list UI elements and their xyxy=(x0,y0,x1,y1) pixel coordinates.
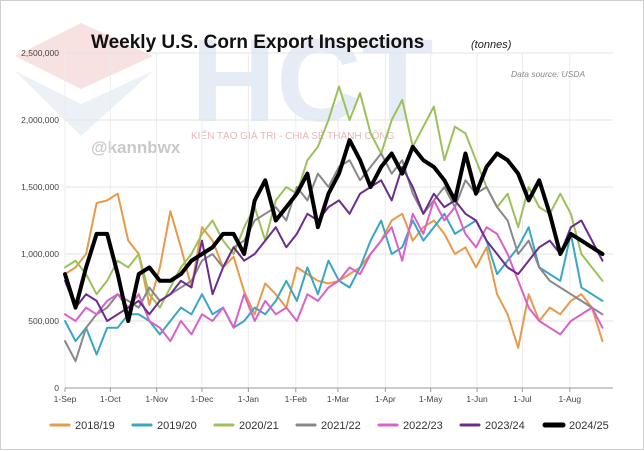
y-tick-label: 2,000,000 xyxy=(21,115,59,125)
legend-label: 2020/21 xyxy=(239,420,279,432)
y-tick-label: 1,500,000 xyxy=(21,182,59,192)
x-tick-label: 1-Jul xyxy=(513,394,532,404)
legend-label: 2021/22 xyxy=(321,420,361,432)
legend-label: 2018/19 xyxy=(75,420,115,432)
x-tick-label: 1-Oct xyxy=(100,394,121,404)
x-tick-label: 1-Dec xyxy=(191,394,214,404)
series-line-2018-19 xyxy=(64,192,604,349)
watermark-letters: HCT xyxy=(191,15,434,147)
x-tick-label: 1-Jan xyxy=(238,394,260,404)
y-tick-label: 1,000,000 xyxy=(21,249,59,259)
x-tick-label: 1-Nov xyxy=(145,394,168,404)
x-tick-label: 1-Feb xyxy=(285,394,307,404)
x-tick-label: 1-Apr xyxy=(375,394,396,404)
legend-label: 2024/25 xyxy=(569,420,609,432)
series-line-2020-21 xyxy=(64,85,604,309)
chart-title-unit: (tonnes) xyxy=(471,39,512,51)
legend: 2018/19 2019/20 2020/21 2021/22 2022/23 2023/… xyxy=(49,420,609,432)
chart-title: Weekly U.S. Corn Export Inspections xyxy=(91,32,424,53)
gridlines xyxy=(64,52,613,389)
series-line-2024-25 xyxy=(63,138,605,323)
x-tick-label: 1-Jun xyxy=(466,394,488,404)
legend-label: 2023/24 xyxy=(485,420,525,432)
watermark-logo-diamond xyxy=(15,23,153,89)
series-line-2023-24 xyxy=(64,165,604,322)
x-tick-label: 1-Mar xyxy=(327,394,349,404)
x-tick-label: 1-Sep xyxy=(54,394,77,404)
x-tick-label: 1-Aug xyxy=(558,394,581,404)
y-tick-label: 2,500,000 xyxy=(21,48,59,58)
x-tick-label: 1-May xyxy=(419,394,443,404)
legend-label: 2019/20 xyxy=(157,420,197,432)
series-lines xyxy=(63,85,605,363)
legend-label: 2022/23 xyxy=(403,420,443,432)
y-tick-label: 500,000 xyxy=(28,316,59,326)
watermark-handle: @kannbwx xyxy=(91,138,181,157)
source-note: Data source: USDA xyxy=(511,69,585,79)
watermark-logo-chevron xyxy=(15,71,153,136)
watermark: HCT KIẾN TẠO GIÁ TRỊ - CHIA SẺ THÀNH CÔN… xyxy=(15,15,434,157)
series-line-2022-23 xyxy=(64,199,604,343)
y-tick-label: 0 xyxy=(54,383,59,393)
watermark-slogan: KIẾN TẠO GIÁ TRỊ - CHIA SẺ THÀNH CÔNG xyxy=(191,129,395,142)
series-line-2019-20 xyxy=(64,212,604,356)
series-line-2021-22 xyxy=(64,152,604,363)
axes: 0 500,000 1,000,000 1,500,000 2,000,000 2,500… xyxy=(21,48,613,404)
